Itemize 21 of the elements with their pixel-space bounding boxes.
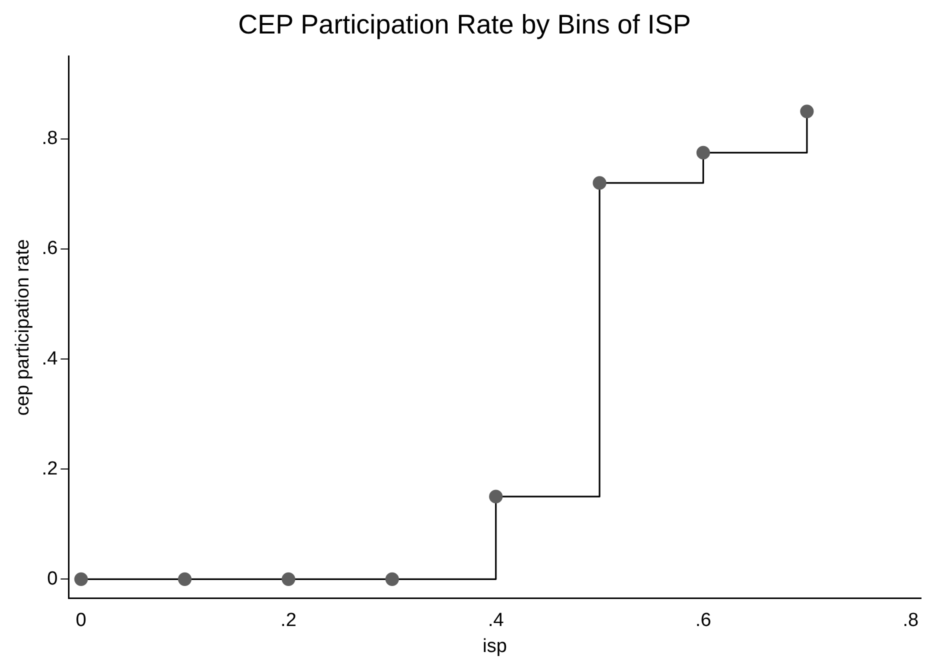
point: [696, 146, 710, 160]
x-axis-title: isp: [482, 636, 507, 657]
point: [178, 572, 192, 586]
y-axis-title: cep participation rate: [12, 239, 34, 416]
x-tick-label: .2: [280, 610, 296, 632]
x-tick-label: .8: [902, 610, 919, 632]
y-tick-label: .6: [42, 238, 58, 260]
x-tick-label: .4: [488, 610, 504, 632]
point: [282, 572, 296, 586]
y-tick-label: 0: [47, 568, 58, 590]
point: [385, 572, 399, 586]
chart-title: CEP Participation Rate by Bins of ISP: [238, 10, 691, 40]
point: [74, 572, 88, 586]
x-tick-label: .6: [695, 610, 712, 632]
point: [800, 104, 814, 118]
point: [489, 490, 503, 504]
y-tick-label: .8: [42, 128, 58, 150]
y-tick-label: .4: [42, 348, 58, 370]
point: [592, 176, 606, 190]
y-tick-label: .2: [42, 458, 58, 480]
x-tick-label: 0: [76, 610, 86, 632]
